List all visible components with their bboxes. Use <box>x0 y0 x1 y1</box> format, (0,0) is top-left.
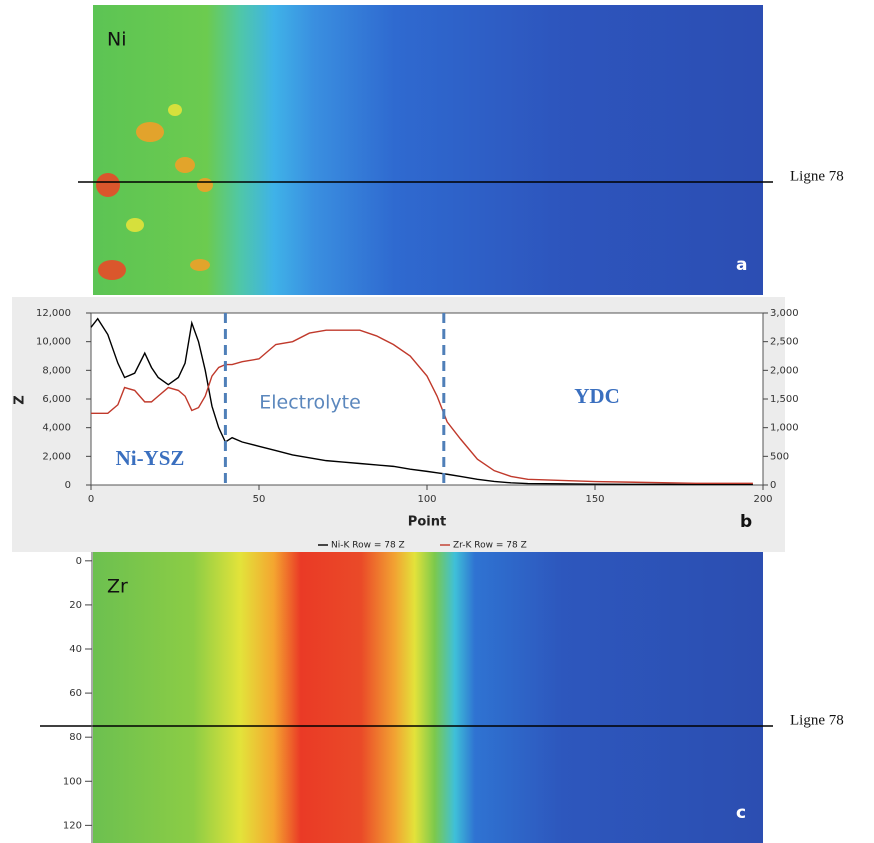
hotspot <box>175 157 195 173</box>
y-tick-label: 10,000 <box>36 337 71 348</box>
y-tick-label: 8,000 <box>42 365 71 376</box>
hotspot <box>190 259 210 271</box>
region-label: Electrolyte <box>259 392 361 414</box>
map-title: Ni <box>107 29 127 51</box>
y-tick-label: 6,000 <box>42 394 71 405</box>
plot-area <box>90 312 764 486</box>
y-tick-label: 0 <box>65 480 71 491</box>
row-annotation: Ligne 78 <box>790 712 844 728</box>
legend-label: Ni-K Row = 78 Z <box>331 541 405 551</box>
x-tick-label: 50 <box>253 494 266 505</box>
panel-letter: b <box>740 512 752 532</box>
y-tick-label: 20 <box>69 600 82 611</box>
x-axis-label: Point <box>408 515 446 530</box>
ni-map-image <box>93 5 763 295</box>
zr-map <box>40 552 773 843</box>
x-tick-label: 100 <box>417 494 436 505</box>
y2-tick-label: 1,000 <box>770 423 799 434</box>
panel-letter: a <box>736 255 747 275</box>
row-annotation: Ligne 78 <box>790 168 844 184</box>
legend-label: Zr-K Row = 78 Z <box>453 541 527 551</box>
y2-tick-label: 2,500 <box>770 337 799 348</box>
panel-letter: c <box>736 803 746 823</box>
region-label: YDC <box>574 384 620 408</box>
y2-tick-label: 1,500 <box>770 394 799 405</box>
y-tick-label: 120 <box>63 820 82 831</box>
hotspot <box>136 122 164 142</box>
region-label: Ni-YSZ <box>116 446 185 470</box>
ni-map <box>78 5 773 295</box>
y2-tick-label: 3,000 <box>770 308 799 319</box>
hotspot <box>168 104 182 116</box>
y-tick-label: 4,000 <box>42 423 71 434</box>
x-tick-label: 200 <box>753 494 772 505</box>
y-tick-label: 60 <box>69 688 82 699</box>
y-tick-label: 2,000 <box>42 451 71 462</box>
y2-tick-label: 0 <box>770 480 776 491</box>
y-tick-label: 80 <box>69 732 82 743</box>
hotspot <box>126 218 144 232</box>
series-line <box>90 317 753 486</box>
x-tick-label: 0 <box>88 494 94 505</box>
y-tick-label: 0 <box>76 556 82 567</box>
x-tick-label: 150 <box>585 494 604 505</box>
y2-tick-label: 500 <box>770 451 789 462</box>
y-axis-label: Z <box>13 395 28 404</box>
y2-tick-label: 2,000 <box>770 365 799 376</box>
map-title: Zr <box>107 576 128 598</box>
hotspot <box>197 178 213 192</box>
y-tick-label: 100 <box>63 776 82 787</box>
series-line <box>91 329 753 484</box>
y-tick-label: 40 <box>69 644 82 655</box>
hotspot <box>96 173 120 197</box>
y-tick-label: 12,000 <box>36 308 71 319</box>
hotspot <box>98 260 126 280</box>
zr-map-image <box>93 552 763 843</box>
